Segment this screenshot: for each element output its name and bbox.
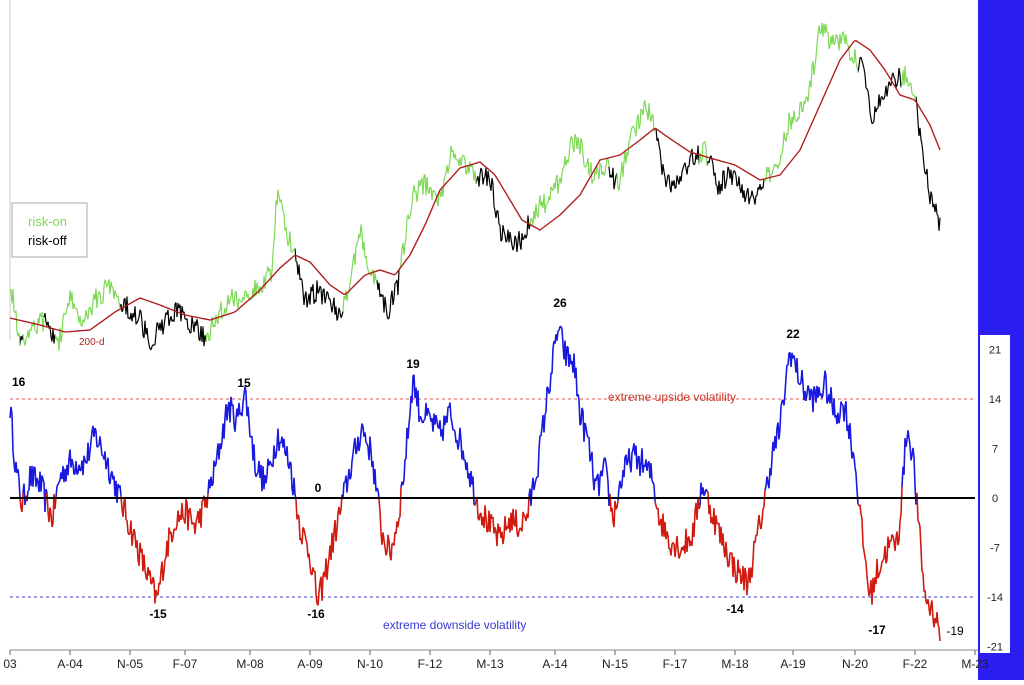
x-tick-label: A-19 — [780, 657, 806, 671]
annotation-label: -17 — [868, 623, 886, 637]
x-tick-label: F-07 — [173, 657, 198, 671]
price-series-risk-off — [19, 56, 941, 351]
x-tick-label: A-04 — [57, 657, 83, 671]
annotation-label: -16 — [307, 607, 325, 621]
x-axis-band — [0, 648, 978, 680]
x-tick-label: F-22 — [903, 657, 928, 671]
downside-label: extreme downside volatility — [383, 618, 526, 632]
x-tick-label: 03 — [3, 657, 17, 671]
y-tick-label: -7 — [990, 542, 1000, 554]
moving-average-line — [9, 39, 941, 333]
x-tick-label: M-08 — [236, 657, 264, 671]
annotation-label: -15 — [149, 607, 167, 621]
x-tick-label: M-18 — [721, 657, 749, 671]
legend-box — [11, 202, 88, 258]
annotation-label: -19 — [946, 624, 964, 638]
annotation-label: 19 — [406, 357, 420, 371]
price-panel — [9, 22, 941, 351]
x-tick-label: M-13 — [476, 657, 504, 671]
volatility-series-positive — [9, 325, 917, 512]
upside-label: extreme upside volatility — [608, 390, 736, 404]
annotation-label: 26 — [553, 296, 567, 310]
legend-risk-off: risk-off — [28, 233, 67, 248]
y-tick-label: 0 — [992, 493, 998, 505]
x-tick-label: N-10 — [357, 657, 383, 671]
y-axis-panel — [980, 335, 1010, 653]
x-tick-label: A-14 — [542, 657, 568, 671]
annotation-label: 16 — [12, 375, 26, 389]
annotation-label: 0 — [315, 481, 322, 495]
annotation-label: 22 — [786, 327, 800, 341]
x-tick-label: M-23 — [961, 657, 989, 671]
volatility-panel: 21 14 7 0 -7 -14 -21 16 15 -15 0 -16 19 26 22 -14 -17 -19… — [3, 296, 1010, 671]
x-tick-label: F-17 — [663, 657, 688, 671]
ma-label: 200-d — [79, 337, 105, 348]
x-tick-label: F-12 — [418, 657, 443, 671]
y-tick-label: -14 — [987, 592, 1003, 604]
x-tick-label: N-05 — [117, 657, 143, 671]
volatility-series-negative — [19, 486, 941, 641]
x-tick-label: N-15 — [602, 657, 628, 671]
x-tick-label: N-20 — [842, 657, 868, 671]
annotation-label: 15 — [237, 376, 251, 390]
x-tick-label: A-09 — [297, 657, 323, 671]
y-tick-label: 7 — [992, 444, 998, 456]
y-tick-label: 14 — [989, 394, 1001, 406]
legend-risk-on: risk-on — [28, 214, 67, 229]
legend: risk-on risk-off — [11, 202, 88, 258]
y-tick-label: 21 — [989, 345, 1001, 357]
annotation-label: -14 — [726, 602, 744, 616]
y-tick-label: -21 — [987, 641, 1003, 653]
